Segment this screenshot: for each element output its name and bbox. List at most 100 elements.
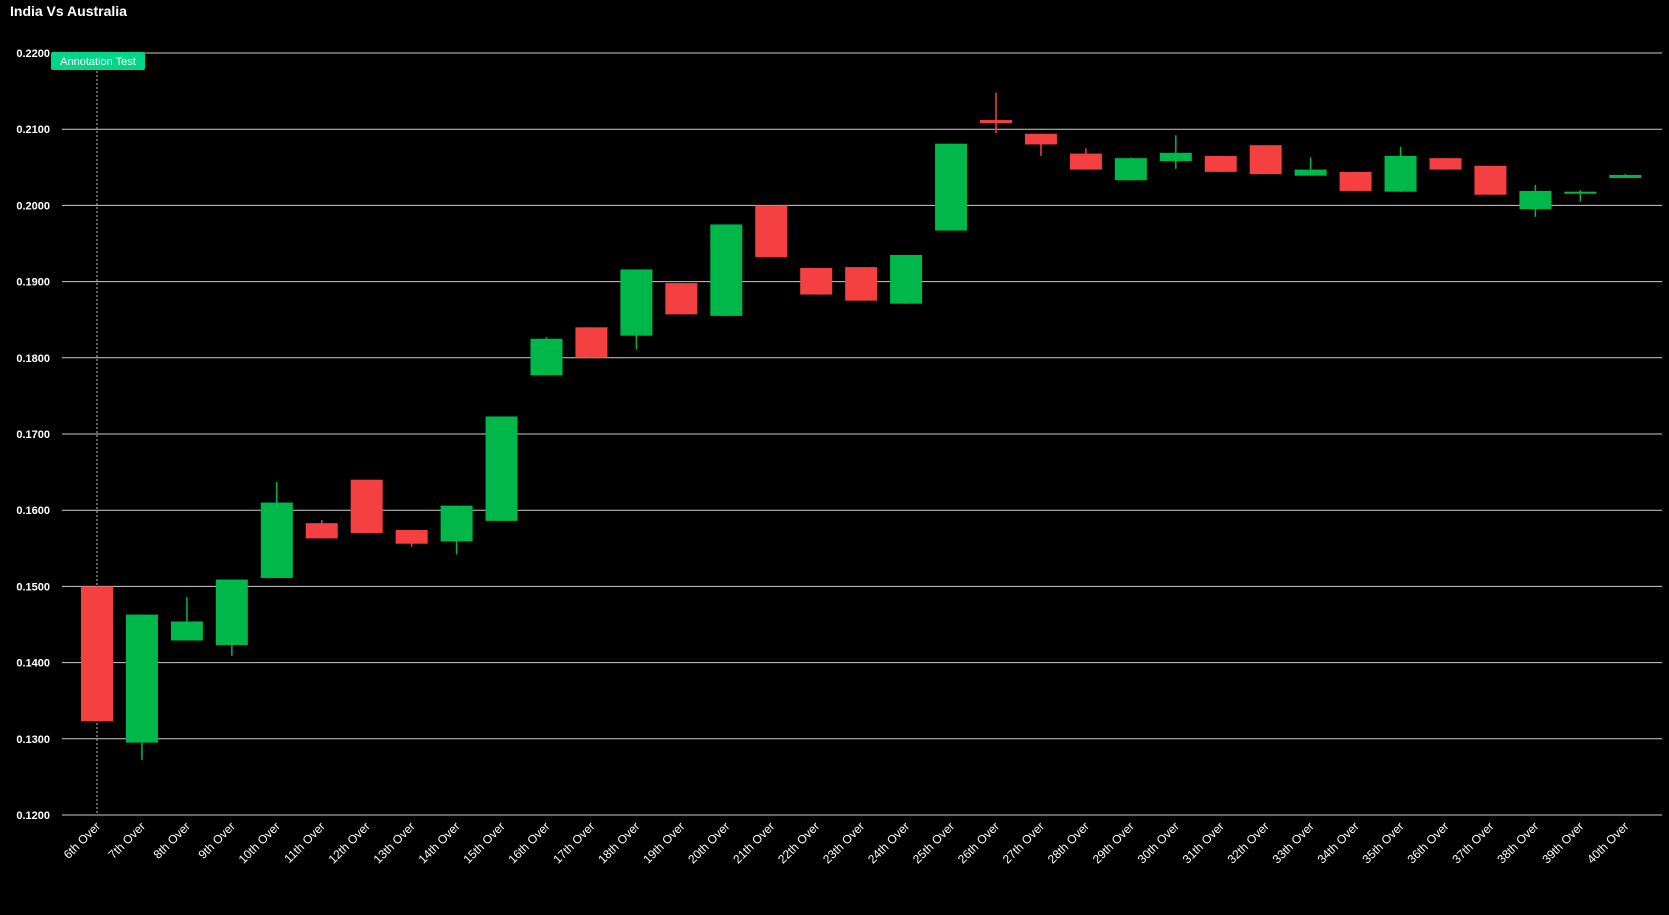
y-tick-label: 0.2100 — [16, 124, 50, 136]
candle-body — [170, 621, 203, 641]
candle-body — [395, 530, 428, 544]
x-tick-label: 13th Over — [371, 819, 418, 866]
candle-body — [1294, 169, 1327, 176]
x-tick-label: 8th Over — [151, 819, 193, 861]
candle-body — [980, 120, 1012, 124]
candle — [170, 597, 203, 641]
candle-body — [1519, 190, 1552, 210]
candle — [260, 482, 293, 579]
x-tick-label: 29th Over — [1090, 819, 1137, 866]
candle-body — [215, 579, 248, 646]
candle-body — [1249, 145, 1282, 175]
candle-body — [260, 502, 293, 579]
x-tick-label: 31th Over — [1180, 819, 1227, 866]
annotation-badge — [51, 52, 145, 70]
candle — [1339, 171, 1372, 191]
y-tick-label: 0.1800 — [16, 353, 50, 365]
candle-body — [485, 416, 518, 521]
candle — [935, 143, 968, 231]
x-tick-label: 40th Over — [1584, 819, 1631, 866]
x-tick-label: 32th Over — [1225, 819, 1272, 866]
annotation: Annotation Test — [51, 52, 145, 815]
y-tick-label: 0.1300 — [16, 734, 50, 746]
x-tick-label: 7th Over — [106, 819, 148, 861]
candle-body — [440, 505, 473, 542]
candle — [485, 416, 518, 521]
candle-body — [125, 614, 158, 743]
candle — [620, 269, 653, 350]
candle — [1609, 174, 1642, 178]
candle — [1159, 135, 1192, 169]
x-tick-label: 35th Over — [1360, 819, 1407, 866]
candle-body — [665, 283, 698, 315]
candle — [215, 579, 248, 656]
x-tick-label: 9th Over — [196, 819, 238, 861]
candle-body — [575, 327, 608, 358]
candle-body — [755, 205, 788, 258]
y-axis-ticks: 0.1200 0.1300 0.1400 0.1500 0.1600 0.1700 0.18… — [16, 48, 50, 822]
candle-body — [710, 224, 743, 316]
y-tick-label: 0.2200 — [16, 48, 50, 60]
candle — [350, 479, 383, 534]
candle-body — [530, 338, 563, 376]
candle-body — [890, 254, 923, 304]
candle — [1474, 165, 1507, 195]
candle-body — [1564, 191, 1597, 194]
x-tick-label: 36th Over — [1404, 819, 1451, 866]
x-tick-label: 17th Over — [550, 819, 597, 866]
x-tick-label: 21th Over — [730, 819, 777, 866]
candle — [1204, 155, 1237, 172]
candle-body — [1159, 152, 1192, 162]
x-tick-label: 38th Over — [1494, 819, 1541, 866]
candle-body — [1429, 158, 1462, 170]
x-tick-label: 23th Over — [820, 819, 867, 866]
x-tick-label: 26th Over — [955, 819, 1002, 866]
y-tick-label: 0.1400 — [16, 658, 50, 670]
candle — [980, 92, 1012, 134]
candle — [845, 267, 878, 301]
candles — [81, 92, 1642, 761]
y-tick-label: 0.1600 — [16, 505, 50, 517]
x-tick-label: 11th Over — [281, 819, 328, 866]
x-tick-label: 10th Over — [236, 819, 283, 866]
candle — [1069, 148, 1102, 170]
x-tick-label: 18th Over — [595, 819, 642, 866]
candle — [440, 505, 473, 555]
x-tick-label: 24th Over — [865, 819, 912, 866]
candle — [1294, 157, 1327, 176]
x-tick-label: 37th Over — [1449, 819, 1496, 866]
candle-body — [620, 269, 653, 336]
candle — [1114, 157, 1147, 181]
candle — [305, 520, 338, 539]
annotation-label: Annotation Test — [60, 56, 136, 68]
candle — [125, 614, 158, 761]
candle-body — [935, 143, 968, 231]
candle-body — [1204, 155, 1237, 172]
x-tick-label: 20th Over — [685, 819, 732, 866]
chart-title: India Vs Australia — [10, 3, 127, 19]
x-tick-label: 34th Over — [1315, 819, 1362, 866]
candle — [81, 586, 113, 722]
x-tick-label: 19th Over — [640, 819, 687, 866]
x-tick-label: 33th Over — [1270, 819, 1317, 866]
candle-body — [845, 267, 878, 301]
candle — [575, 327, 608, 358]
x-tick-label: 15th Over — [461, 819, 508, 866]
candle — [1249, 145, 1282, 175]
x-tick-label: 25th Over — [910, 819, 957, 866]
candle — [1564, 190, 1597, 202]
candle — [1519, 184, 1552, 217]
candle-body — [1114, 158, 1147, 181]
candle — [1429, 158, 1462, 170]
candle-body — [800, 267, 833, 295]
candle-body — [1384, 155, 1417, 192]
candle — [665, 283, 698, 315]
candle-body — [350, 479, 383, 534]
x-tick-label: 39th Over — [1539, 819, 1586, 866]
x-tick-label: 28th Over — [1045, 819, 1092, 866]
candle-body — [81, 586, 113, 722]
x-tick-label: 16th Over — [505, 819, 552, 866]
candle — [1024, 133, 1057, 156]
y-tick-label: 0.2000 — [16, 200, 50, 212]
